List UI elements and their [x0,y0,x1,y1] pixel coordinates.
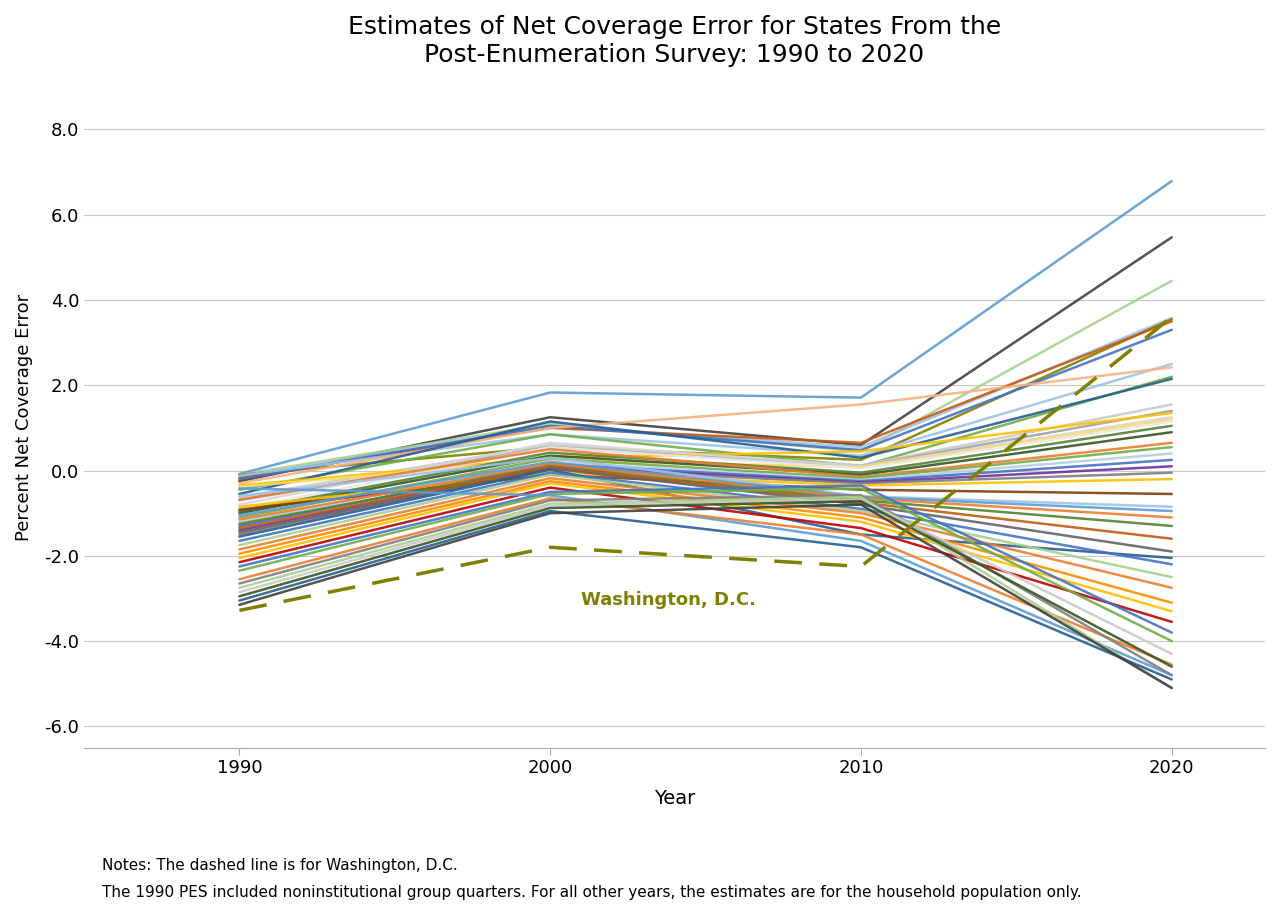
Title: Estimates of Net Coverage Error for States From the
Post-Enumeration Survey: 199: Estimates of Net Coverage Error for Stat… [348,15,1001,67]
Text: Washington, D.C.: Washington, D.C. [581,590,756,609]
Text: Notes: The dashed line is for Washington, D.C.: Notes: The dashed line is for Washington… [102,858,458,873]
X-axis label: Year: Year [654,789,695,808]
Y-axis label: Percent Net Coverage Error: Percent Net Coverage Error [15,293,33,541]
Text: The 1990 PES included noninstitutional group quarters. For all other years, the : The 1990 PES included noninstitutional g… [102,886,1082,900]
